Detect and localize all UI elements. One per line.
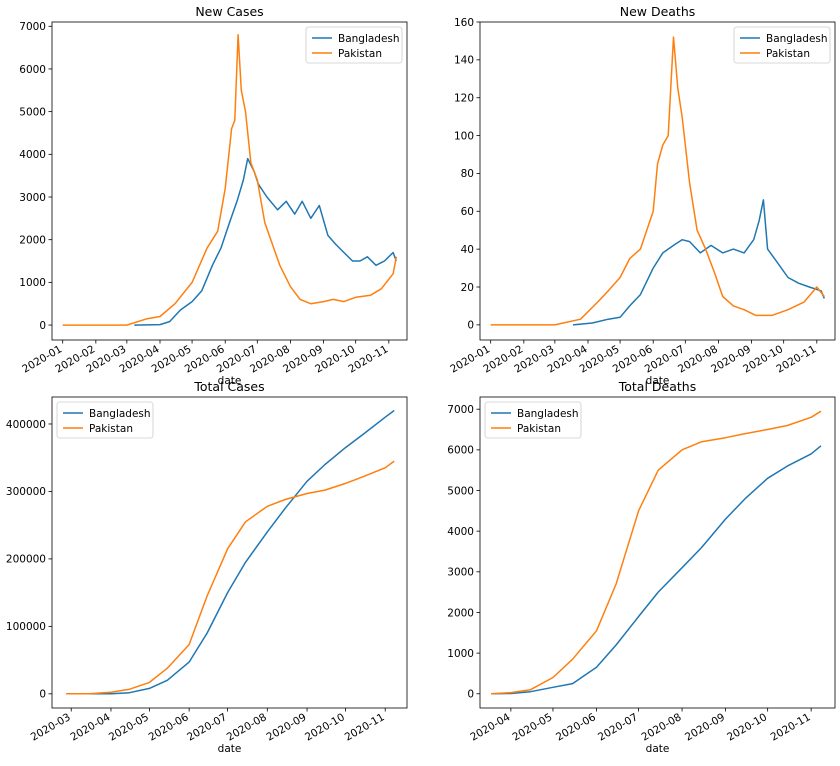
- x-tick-label: 2020-07: [185, 711, 229, 743]
- series-line-pakistan: [66, 460, 395, 695]
- y-tick-label: 140: [454, 55, 474, 67]
- series-line-pakistan: [62, 34, 398, 326]
- x-tick-label: 2020-11: [769, 711, 813, 743]
- y-tick-label: 0: [39, 320, 46, 332]
- axes-frame: [479, 21, 836, 341]
- x-tick-label: 2020-05: [510, 711, 554, 743]
- series-line-bangladesh: [491, 445, 822, 695]
- series-line-bangladesh: [134, 157, 398, 326]
- legend-box: [305, 26, 403, 64]
- chart-panel-1: New Cases0100020003000400050006000700020…: [19, 4, 408, 387]
- legend-label-pakistan: Pakistan: [338, 48, 382, 60]
- legend-box: [484, 401, 582, 439]
- chart-panel-2: New Deaths0204060801001201401602020-0120…: [448, 4, 836, 387]
- x-axis-label: date: [218, 375, 242, 387]
- y-tick-label: 5000: [447, 485, 474, 497]
- y-tick-label: 200000: [6, 554, 46, 566]
- series-line-pakistan: [491, 410, 822, 695]
- chart-title: Total Deaths: [618, 379, 696, 394]
- x-axis-label: date: [646, 743, 670, 755]
- legend-label-bangladesh: Bangladesh: [89, 408, 151, 420]
- x-tick-label: 2020-11: [343, 711, 387, 743]
- y-tick-label: 3000: [19, 192, 46, 204]
- y-tick-label: 4000: [19, 149, 46, 161]
- legend-label-pakistan: Pakistan: [517, 423, 561, 435]
- y-tick-label: 100: [454, 130, 474, 142]
- y-tick-label: 6000: [447, 445, 474, 457]
- y-tick-label: 0: [467, 320, 474, 332]
- x-tick-label: 2020-08: [225, 711, 269, 743]
- chart-title: New Cases: [195, 4, 263, 19]
- legend: Bangladesh Pakistan: [305, 26, 403, 64]
- chart-panel-4: Total Deaths 0 1000 2000 3000 4000 5000 6000 700…: [447, 379, 836, 755]
- y-tick-label: 120: [454, 93, 474, 105]
- legend: Bangladesh Pakistan: [56, 401, 154, 439]
- legend-label-bangladesh: Bangladesh: [766, 33, 828, 45]
- series-group: [491, 410, 822, 695]
- legend-label-pakistan: Pakistan: [766, 48, 810, 60]
- x-tick-label: 2020-04: [468, 711, 512, 743]
- x-tick-label: 2020-04: [68, 711, 112, 743]
- axes-frame: [479, 396, 836, 709]
- legend-label-bangladesh: Bangladesh: [517, 408, 579, 420]
- y-tick-label: 100000: [6, 621, 46, 633]
- x-tick-label: 2020-03: [29, 711, 73, 743]
- y-tick-label: 2000: [447, 607, 474, 619]
- chart-panel-3: Total Cases 0 100000 200000 300000 400000 2020…: [6, 379, 408, 755]
- chart-title: Total Cases: [193, 379, 264, 394]
- y-tick-label: 1000: [19, 277, 46, 289]
- y-tick-label: 300000: [6, 486, 46, 498]
- x-axis-label: date: [646, 375, 670, 387]
- axes-frame: [51, 21, 408, 341]
- x-tick-label: 2020-07: [596, 711, 640, 743]
- x-tick-label: 2020-09: [683, 711, 727, 743]
- series-line-pakistan: [490, 36, 825, 326]
- legend: Bangladesh Pakistan: [484, 401, 582, 439]
- x-tick-label: 2020-10: [725, 711, 769, 743]
- series-line-bangladesh: [572, 199, 825, 326]
- y-tick-label: 0: [467, 689, 474, 701]
- series-line-bangladesh: [80, 409, 395, 695]
- y-tick-label: 7000: [19, 21, 46, 33]
- y-tick-label: 1000: [447, 648, 474, 660]
- y-tick-label: 2000: [19, 234, 46, 246]
- legend: Bangladesh Pakistan: [733, 26, 831, 64]
- y-tick-label: 5000: [19, 106, 46, 118]
- x-tick-label: 2020-06: [147, 711, 191, 743]
- y-tick-label: 160: [454, 17, 474, 29]
- x-tick-label: 2020-09: [265, 711, 309, 743]
- legend-box: [56, 401, 154, 439]
- x-tick-label: 2020-08: [640, 711, 684, 743]
- axes-frame: [51, 396, 408, 709]
- x-axis-label: date: [218, 743, 242, 755]
- chart-title: New Deaths: [620, 4, 696, 19]
- y-tick-label: 80: [461, 168, 474, 180]
- series-group: [62, 34, 398, 326]
- y-tick-label: 3000: [447, 567, 474, 579]
- y-tick-label: 0: [39, 689, 46, 701]
- legend-label-pakistan: Pakistan: [89, 423, 133, 435]
- series-group: [490, 36, 825, 326]
- y-tick-label: 40: [461, 244, 474, 256]
- y-tick-label: 4000: [447, 526, 474, 538]
- x-tick-label: 2020-10: [303, 711, 347, 743]
- legend-box: [733, 26, 831, 64]
- y-tick-label: 60: [461, 206, 474, 218]
- y-tick-label: 7000: [447, 404, 474, 416]
- y-tick-label: 6000: [19, 64, 46, 76]
- legend-label-bangladesh: Bangladesh: [338, 33, 400, 45]
- series-group: [66, 409, 395, 695]
- y-tick-label: 20: [461, 282, 474, 294]
- x-tick-label: 2020-05: [107, 711, 151, 743]
- x-tick-label: 2020-06: [554, 711, 598, 743]
- y-tick-label: 400000: [6, 419, 46, 431]
